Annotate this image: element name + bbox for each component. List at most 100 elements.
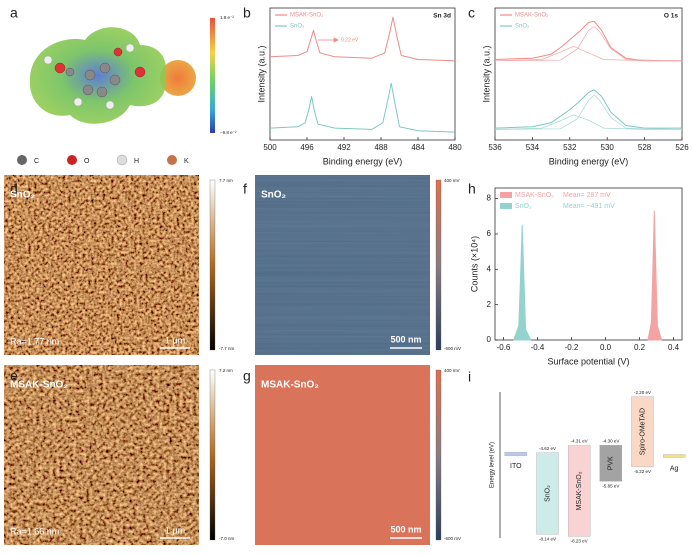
atom-label: O [84, 158, 90, 165]
material-label: Ag [670, 465, 679, 472]
x-tick-label: 492 [337, 143, 351, 152]
afm-image [4, 175, 199, 355]
roughness: Ra=1.66 nm [10, 526, 59, 536]
panel-label: g [243, 368, 251, 384]
panel-label: a [10, 5, 18, 21]
line [494, 45, 682, 62]
legend-label: MSAK-SnO₂ [515, 13, 549, 19]
x-axis-label: Binding energy (eV) [549, 156, 629, 166]
legend-label: SnO₂ [515, 203, 532, 210]
panel-label: h [468, 181, 476, 197]
panel-title: O 1s [664, 13, 678, 20]
x-axis-label: Binding energy (eV) [323, 156, 403, 166]
y-axis-label: Intensity (a.u.) [481, 45, 491, 102]
colorbar [209, 179, 216, 351]
y-axis-label: Intensity (a.u.) [256, 45, 266, 102]
x-tick-label: 0.2 [634, 343, 646, 352]
atom-label: H [134, 158, 139, 165]
y-tick-label: 2 [487, 300, 492, 309]
line [269, 16, 456, 62]
x-tick-label: 534 [526, 143, 540, 152]
line [494, 89, 682, 129]
plot-frame [269, 7, 456, 141]
label: 7.7 nm [219, 178, 233, 183]
panel-label: d [10, 181, 18, 197]
material-label: PVK [608, 456, 615, 470]
label: -600 mV [444, 536, 461, 541]
x-tick-label: 526 [675, 143, 689, 152]
legend-label: MSAK-SnO₂ [290, 13, 324, 19]
legend-swatch [500, 192, 512, 198]
panel-title: Sn 3d [433, 13, 451, 20]
area [513, 224, 532, 341]
material-label: Spiro-OMeTAD [639, 408, 646, 455]
sample-label: SnO₂ [10, 190, 35, 201]
level-label: -8.14 eV [539, 536, 556, 541]
energy-level [631, 396, 654, 467]
x-axis-label: Surface potential (V) [547, 356, 629, 366]
level-label: -4.30 eV [602, 438, 619, 443]
x-tick-label: 530 [601, 143, 615, 152]
atom-legend [17, 154, 177, 166]
label: 1.8 e⁻² [220, 15, 234, 20]
colorbar [209, 369, 216, 541]
energy-level [504, 452, 527, 456]
shift-arrow [318, 37, 339, 43]
y-tick-label: 0 [487, 335, 492, 344]
panel-label: e [10, 368, 18, 384]
annotation: 0.22 eV [341, 37, 359, 43]
x-tick-label: 500 [263, 143, 277, 152]
panel-label: f [243, 181, 247, 197]
scale-bar-label: 1 μm [165, 525, 185, 535]
energy-level [568, 445, 591, 537]
line [494, 114, 682, 130]
plot-frame [494, 187, 683, 341]
x-tick-label: 528 [638, 143, 652, 152]
x-tick-label: 484 [411, 143, 425, 152]
roughness: Ra=1.77 nm [10, 336, 59, 346]
x-tick-label: -0.6 [497, 343, 511, 352]
legend-mean: Mean= −491 mV [563, 203, 615, 210]
x-tick-label: 532 [563, 143, 577, 152]
panel-label: c [468, 5, 475, 21]
x-tick-label: 0.0 [600, 343, 612, 352]
material-label: MSAK-SnO₂ [576, 471, 583, 510]
scale-bar-label: 500 nm [390, 524, 421, 534]
label: -600 mV [444, 346, 461, 351]
x-tick-label: 536 [488, 143, 502, 152]
area [647, 210, 663, 341]
level-label: -2.20 eV [634, 390, 651, 395]
level-label: -4.62 eV [539, 446, 556, 451]
legend-label: SnO₂ [515, 24, 530, 30]
legend-label: SnO₂ [290, 24, 305, 30]
label: 7.2 nm [219, 368, 233, 373]
colorbar [435, 179, 442, 351]
y-tick-label: 8 [487, 194, 492, 203]
kpfm-image [255, 365, 430, 545]
label: 400 mV [444, 368, 460, 373]
atom-label: K [184, 158, 189, 165]
y-tick-label: 4 [487, 264, 492, 273]
energy-level [599, 445, 622, 482]
x-tick-label: -0.4 [531, 343, 545, 352]
atom-label: C [34, 158, 39, 165]
y-tick-label: 6 [487, 229, 492, 238]
level-label: -8.23 eV [571, 539, 588, 544]
energy-level [536, 452, 559, 535]
y-axis-label: Counts (×10⁴) [469, 236, 479, 292]
x-tick-label: 480 [448, 143, 462, 152]
molecule-image [29, 18, 215, 133]
legend-mean: Mean= 287 mV [563, 192, 611, 199]
panel-label: i [468, 369, 471, 385]
energy-level [663, 454, 686, 458]
panel-label: b [243, 5, 251, 21]
sample-label: MSAK-SnO₂ [261, 380, 319, 391]
material-label: SnO₂ [544, 485, 551, 502]
level-label: -5.22 eV [634, 469, 651, 474]
line [269, 82, 456, 133]
x-tick-label: 0.4 [668, 343, 680, 352]
y-axis-label: Energy level (eV) [490, 442, 496, 488]
material-label: ITO [510, 463, 522, 470]
sample-label: MSAK-SnO₂ [10, 380, 68, 391]
